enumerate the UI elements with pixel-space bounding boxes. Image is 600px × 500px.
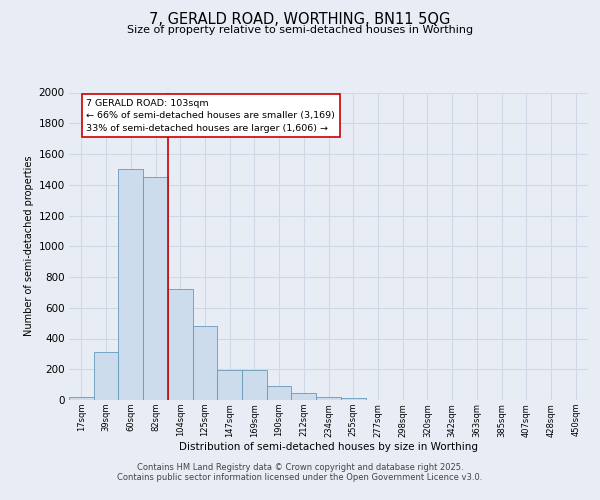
Bar — [292, 393, 316, 400]
Text: Size of property relative to semi-detached houses in Worthing: Size of property relative to semi-detach… — [127, 25, 473, 35]
Y-axis label: Number of semi-detached properties: Number of semi-detached properties — [25, 156, 34, 336]
X-axis label: Distribution of semi-detached houses by size in Worthing: Distribution of semi-detached houses by … — [179, 442, 478, 452]
Bar — [341, 398, 365, 400]
Bar — [316, 397, 341, 400]
Bar — [168, 290, 193, 400]
Bar — [242, 370, 267, 400]
Text: 7 GERALD ROAD: 103sqm
← 66% of semi-detached houses are smaller (3,169)
33% of s: 7 GERALD ROAD: 103sqm ← 66% of semi-deta… — [86, 98, 335, 132]
Bar — [267, 386, 292, 400]
Text: Contains HM Land Registry data © Crown copyright and database right 2025.: Contains HM Land Registry data © Crown c… — [137, 462, 463, 471]
Text: Contains public sector information licensed under the Open Government Licence v3: Contains public sector information licen… — [118, 472, 482, 482]
Bar — [94, 352, 118, 400]
Bar — [217, 370, 242, 400]
Bar — [143, 177, 168, 400]
Bar — [69, 397, 94, 400]
Text: 7, GERALD ROAD, WORTHING, BN11 5QG: 7, GERALD ROAD, WORTHING, BN11 5QG — [149, 12, 451, 28]
Bar — [193, 326, 217, 400]
Bar — [118, 170, 143, 400]
